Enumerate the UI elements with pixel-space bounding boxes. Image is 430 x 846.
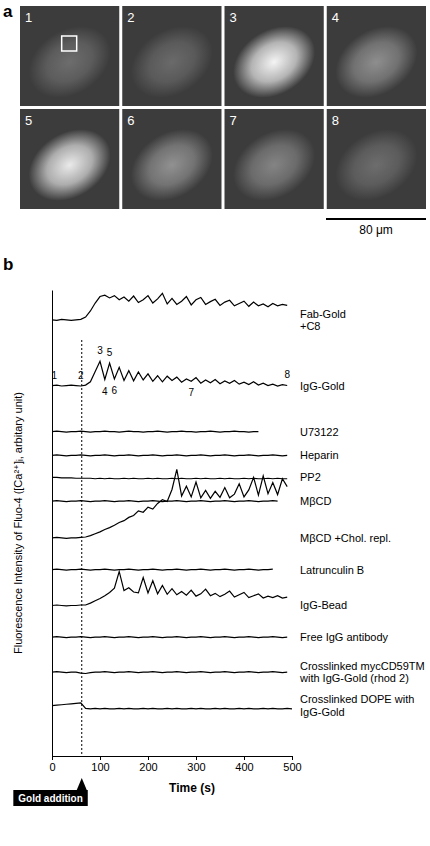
micrograph: 4 [322,6,430,112]
trace [52,454,287,456]
frame-label: 5 [25,113,32,128]
trace [52,361,287,386]
x-tick: 200 [139,756,157,773]
micrograph: 5 [15,109,124,215]
series-label: U73122 [300,426,339,438]
frame-label: 8 [332,113,339,128]
x-tick-mark [52,756,53,760]
micrograph: 1 [15,6,124,112]
trace-annotation: 2 [78,370,84,381]
cell [118,12,227,113]
cell [322,115,430,216]
x-axis: 0 100 200 300 400 500 [49,756,301,773]
frame-label: 4 [332,10,339,25]
series-label: MβCD [300,495,331,507]
x-tick-mark [196,756,197,760]
trace [52,477,287,478]
x-tick-mark [244,756,245,760]
x-axis-title: Time (s) [169,781,215,795]
roi-square [62,36,77,51]
frame-label: 3 [230,10,237,25]
series-label: PP2 [300,471,321,483]
x-tick: 100 [91,756,109,773]
series-label: Latrunculin B [300,564,364,576]
x-tick-mark [292,756,293,760]
micrograph: 3 [220,6,329,112]
scale-bar [326,218,426,220]
series-annotation: +C8 [300,320,321,332]
series-label: Crosslinked mycCD59TMwith IgG-Gold (rhod… [299,660,425,685]
frame-label: 2 [127,10,134,25]
series-label: Heparin [300,449,339,461]
y-axis-title: Fluorescence Intensity of Fluo-4 ([Ca²⁺]… [12,392,24,654]
series-label-line: Crosslinked mycCD59TM [300,660,425,672]
frame-label: 6 [127,113,134,128]
micrograph: 8 [322,109,430,215]
trace [52,469,287,538]
figure: a1234567880 μmb0100200300400500Fluoresce… [0,0,430,846]
x-tick: 500 [283,756,301,773]
y-axis [52,291,53,757]
plot-area [52,293,292,756]
cell [15,115,124,216]
cell [322,12,430,113]
cell [15,12,124,113]
event-line [81,340,82,756]
series-label: Fab-Gold [300,308,346,320]
y-axis-line [52,291,53,757]
x-tick-label: 200 [139,761,157,773]
x-tick: 400 [235,756,253,773]
frame-label: 7 [230,113,237,128]
x-tick-label: 400 [235,761,253,773]
x-tick: 0 [49,756,55,773]
cell [118,115,227,216]
trace [52,703,292,709]
micrograph: 6 [118,109,227,215]
trace [52,636,287,638]
cell [220,12,329,113]
x-tick: 300 [187,756,205,773]
panel-letter: b [3,255,13,274]
event-arrow [77,778,87,790]
trace-annotation: 1 [52,370,58,381]
trace [52,431,258,433]
micrograph-panel: 1 2 3 4 5 6 7 8 [15,6,430,215]
series-label-line: IgG-Gold [300,706,345,718]
trace-annotation: 4 [102,386,108,397]
series-label: MβCD +Chol. repl. [300,532,391,544]
trace-annotation: 7 [188,387,194,398]
x-tick-label: 500 [283,761,301,773]
trace [52,672,287,674]
trace-annotation: 8 [284,369,290,380]
x-axis-line [53,757,293,761]
frame-label: 1 [25,10,32,25]
trace-annotation: 3 [97,345,103,356]
x-tick-label: 100 [91,761,109,773]
series-label-line: Crosslinked DOPE with [300,693,414,705]
event-box [13,790,87,806]
micrograph: 7 [220,109,329,215]
x-tick-mark [100,756,101,760]
series-label-line: with IgG-Gold (rhod 2) [299,672,409,684]
x-tick-label: 300 [187,761,205,773]
series-label: IgG-Gold [300,380,345,392]
panel-letter: a [3,2,13,21]
series-label: Free IgG antibody [300,631,389,643]
trace-annotation: 6 [112,385,118,396]
micrograph: 2 [118,6,227,112]
x-tick-mark [148,756,149,760]
series-label: Crosslinked DOPE withIgG-Gold [300,693,414,718]
cell [220,115,329,216]
scale-bar-label: 80 μm [359,223,393,237]
trace [52,293,287,320]
trace [52,569,273,571]
x-tick-label: 0 [49,761,55,773]
trace-annotation: 5 [107,347,113,358]
series-label: IgG-Bead [300,599,347,611]
event-label: Gold addition [18,793,82,804]
trace [52,571,287,605]
